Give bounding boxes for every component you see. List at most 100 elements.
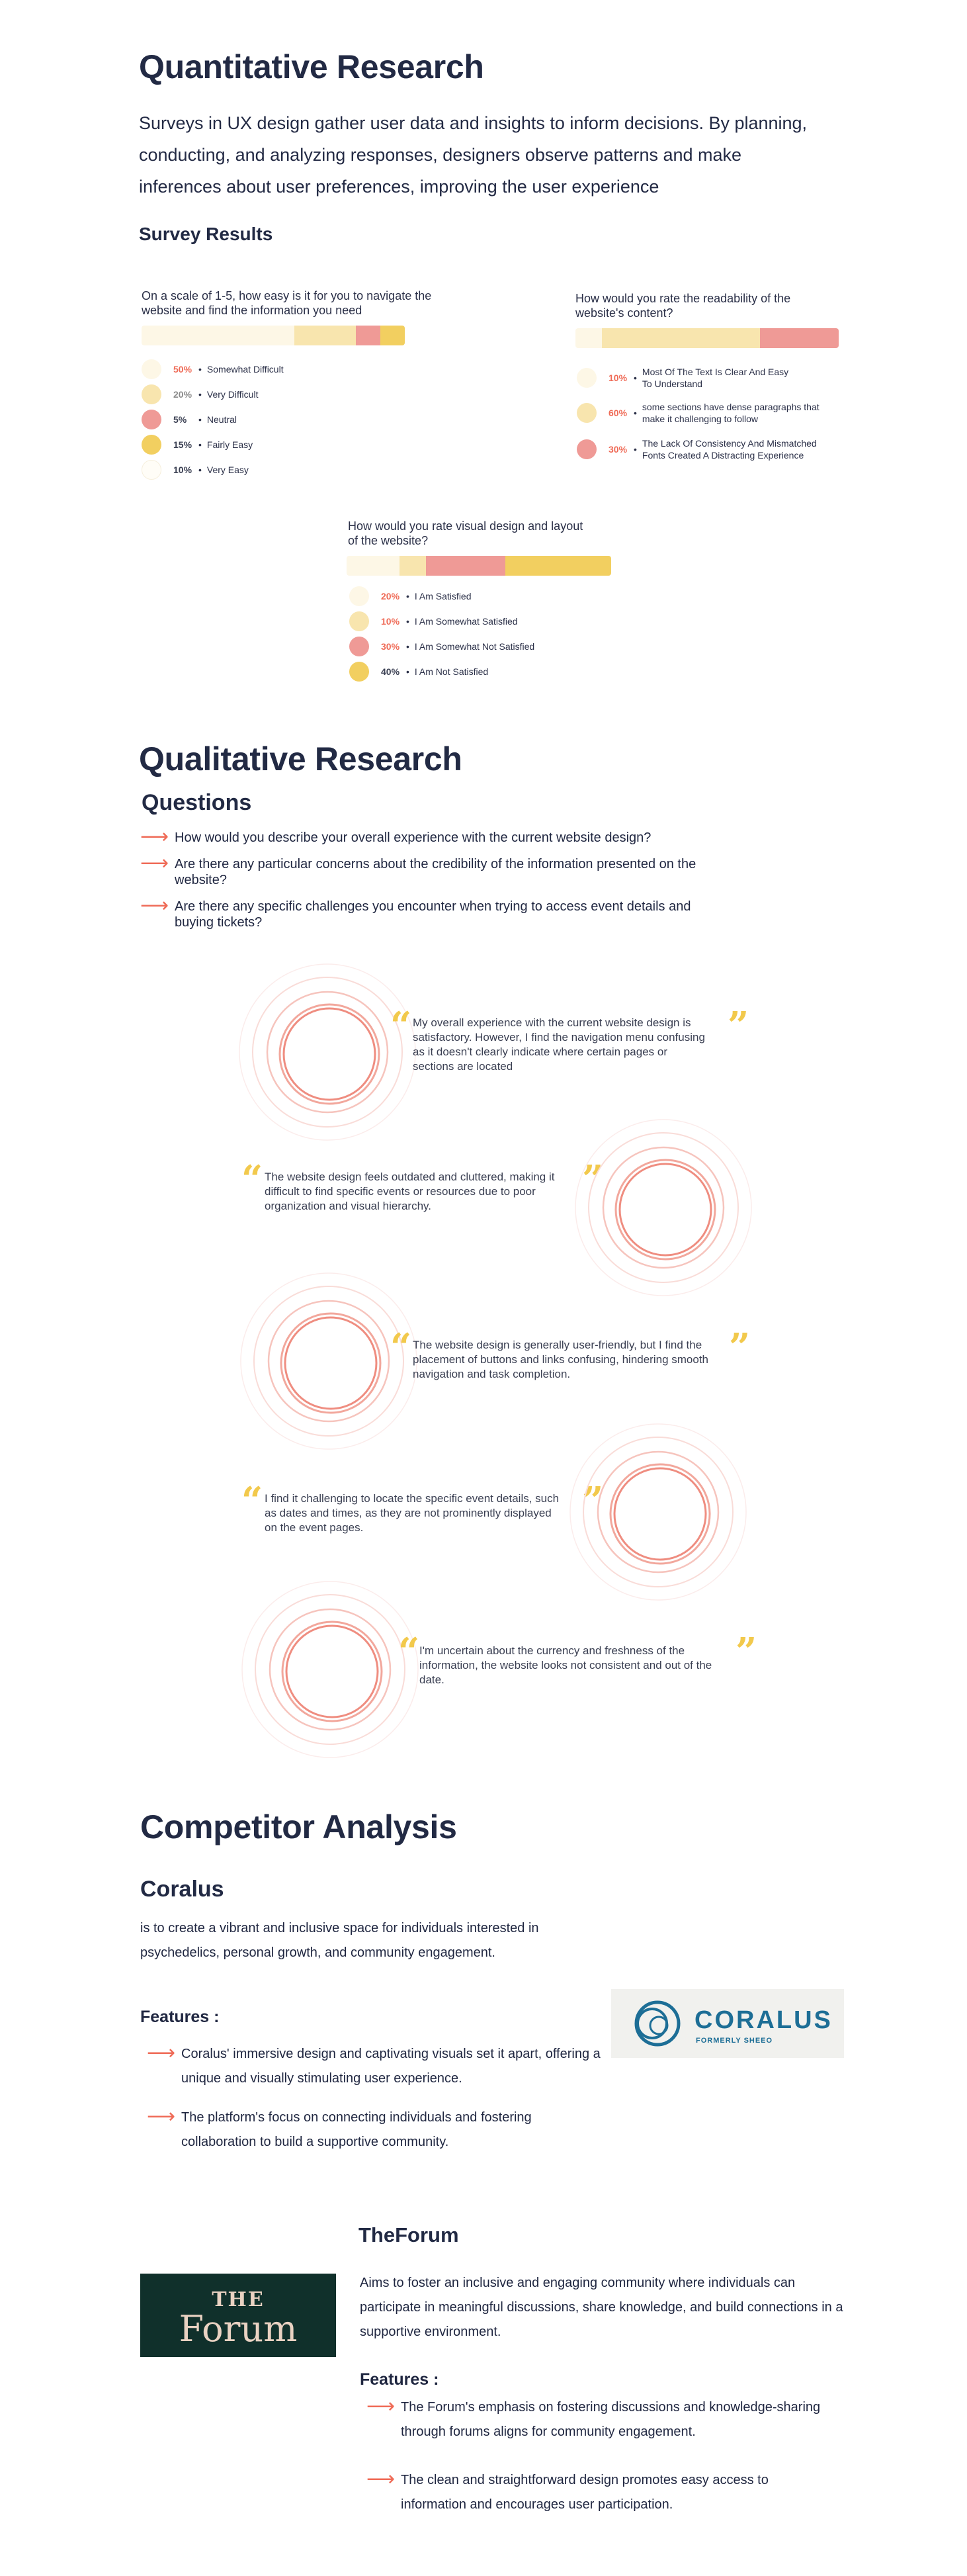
legend-bullet: • — [198, 465, 202, 475]
feature-text: Coralus' immersive design and captivatin… — [181, 2047, 601, 2086]
ring-circle — [613, 1467, 707, 1561]
survey-results-title: Survey Results — [139, 224, 273, 244]
arrow-right-icon: ⟶ — [147, 2106, 176, 2127]
quote-text: The website design feels outdated and cl… — [265, 1171, 555, 1212]
legend-bullet: • — [406, 616, 409, 627]
ring-circle — [255, 1594, 405, 1745]
ring-illustration — [574, 1118, 753, 1297]
survey-q2-legend-1: 60% • some sections have dense paragraphs … — [577, 401, 827, 425]
close-quote-icon: ” — [729, 1325, 751, 1369]
qual-title: Qualitative Research — [139, 740, 462, 777]
survey-q2-seg-0 — [575, 328, 602, 348]
feature-item: ⟶ Coralus' immersive design and captivati… — [147, 2042, 610, 2091]
quote-text: I'm uncertain about the currency and fre… — [419, 1644, 712, 1686]
ring-circle — [597, 1450, 720, 1574]
legend-label: Fairly Easy — [206, 439, 253, 450]
survey-q3-title: How would you rate visual design and lay… — [348, 519, 583, 547]
open-quote-icon: “ — [390, 1004, 412, 1047]
ring-circle — [253, 1286, 404, 1437]
legend-pct: 60% — [609, 408, 628, 418]
ring-circle — [280, 1312, 382, 1414]
rings-graphic — [239, 963, 416, 1141]
survey-q1-legend-1: 20% • Very Difficult — [142, 384, 258, 404]
survey-q3-seg-1 — [399, 556, 426, 576]
quote-text: My overall experience with the current w… — [413, 1016, 705, 1073]
survey-q1-legend-4: 10% • Very Easy — [142, 460, 249, 480]
competitor-title: Competitor Analysis — [140, 1808, 457, 1845]
ring-illustration — [569, 1423, 747, 1601]
ring-circle — [278, 1003, 380, 1105]
legend-bullet: • — [198, 364, 202, 375]
quant-intro: Surveys in UX design gather user data an… — [139, 113, 808, 197]
rings-graphic — [569, 1423, 747, 1601]
arrow-right-icon: ⟶ — [140, 852, 169, 874]
coralus-features-title: Features : — [140, 2008, 220, 2026]
legend-pct: 40% — [381, 666, 400, 677]
arrow-right-icon: ⟶ — [366, 2468, 396, 2490]
forum-logo: THE Forum — [140, 2274, 336, 2357]
survey-q3-seg-2 — [426, 556, 505, 576]
legend-bullet: • — [198, 389, 202, 400]
legend-label: I Am Not Satisfied — [414, 666, 489, 677]
forum-logo-line1: THE — [212, 2288, 265, 2311]
coralus-desc: is to create a vibrant and inclusive spa… — [140, 1921, 539, 1960]
coralus-logo: CORALUS FORMERLY SHEEO — [611, 1989, 844, 2058]
ring-circle — [269, 1608, 392, 1731]
forum-desc: Aims to foster an inclusive and engaging… — [360, 2276, 843, 2339]
survey-q1-legend-0: 50% • Somewhat Difficult — [142, 359, 284, 379]
legend-dot — [142, 460, 161, 480]
coralus-submark: FORMERLY SHEEO — [696, 2037, 773, 2045]
rings-graphic — [241, 1581, 419, 1758]
question-text: Are there any specific challenges you en… — [175, 899, 691, 930]
legend-bullet: • — [406, 666, 409, 677]
legend-bullet: • — [198, 414, 202, 425]
ring-circle — [588, 1132, 739, 1283]
survey-q1-seg-1 — [294, 326, 356, 345]
questions-title: Questions — [142, 790, 252, 815]
forum-name: TheForum — [358, 2223, 459, 2246]
legend-dot — [142, 384, 161, 404]
legend-bullet: • — [634, 444, 637, 455]
ring-circle — [583, 1437, 734, 1587]
legend-label: I Am Satisfied — [414, 591, 472, 601]
feature-text: The platform's focus on connecting indiv… — [181, 2110, 532, 2149]
legend-dot — [349, 586, 369, 606]
legend-dot — [142, 435, 161, 455]
legend-label: I Am Somewhat Satisfied — [414, 616, 518, 627]
coralus-name: Coralus — [140, 1877, 224, 1902]
ring-illustration — [239, 1272, 418, 1450]
legend-pct: 5% — [173, 414, 187, 425]
survey-q2-seg-2 — [759, 328, 839, 348]
legend-pct: 10% — [173, 465, 192, 475]
open-quote-icon: “ — [390, 1325, 412, 1369]
question-item: ⟶ Are there any specific challenges you e… — [140, 896, 736, 930]
survey-q3-legend-0: 20% • I Am Satisfied — [349, 586, 472, 606]
arrow-right-icon: ⟶ — [366, 2395, 396, 2417]
ring-illustration — [241, 1580, 419, 1759]
survey-q2-legend-2: 30% • The Lack Of Consistency And Mismatch… — [577, 437, 834, 461]
ring-circle — [618, 1163, 712, 1257]
rings-graphic — [240, 1272, 417, 1450]
ring-circle — [285, 1624, 379, 1718]
arrow-right-icon: ⟶ — [140, 826, 169, 848]
ring-circle — [266, 991, 389, 1114]
legend-pct: 15% — [173, 439, 192, 450]
survey-q1-bar — [142, 326, 405, 345]
survey-q1-seg-3 — [380, 326, 405, 345]
legend-dot — [349, 637, 369, 656]
survey-q1-seg-0 — [142, 326, 295, 345]
ring-circle — [252, 977, 403, 1128]
feature-text: The Forum's emphasis on fostering discus… — [401, 2400, 821, 2439]
close-quote-icon: ” — [728, 1004, 749, 1047]
question-item: ⟶ Are there any particular concerns about… — [140, 852, 736, 888]
legend-label: Most Of The Text Is Clear And Easy To Un… — [642, 367, 789, 389]
arrow-right-icon: ⟶ — [147, 2042, 176, 2064]
survey-q2-bar — [575, 328, 839, 348]
legend-bullet: • — [406, 641, 409, 652]
quote-text: The website design is generally user-fri… — [413, 1339, 708, 1380]
feature-item: ⟶ The platform's focus on connecting indi… — [147, 2106, 610, 2154]
rings-graphic — [575, 1119, 752, 1296]
feature-item: ⟶ The clean and straightforward design pr… — [366, 2468, 829, 2517]
open-quote-icon: “ — [241, 1157, 263, 1201]
ring-circle — [267, 1300, 390, 1423]
